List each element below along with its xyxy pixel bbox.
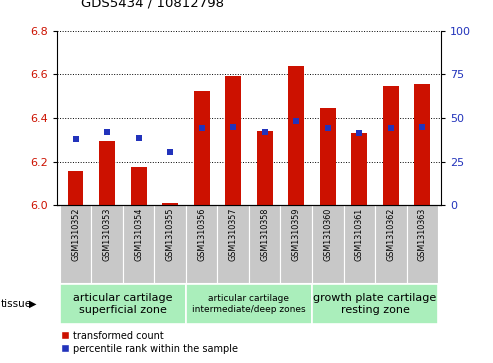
Text: ▶: ▶	[29, 299, 36, 309]
Bar	[99, 141, 115, 205]
Bar	[60, 284, 186, 324]
Text: GSM1310361: GSM1310361	[355, 207, 364, 261]
Text: GDS5434 / 10812798: GDS5434 / 10812798	[81, 0, 224, 9]
Bar	[154, 205, 186, 283]
Bar	[68, 171, 83, 205]
Point	[166, 149, 174, 155]
Point	[229, 124, 237, 130]
Bar	[320, 108, 336, 205]
Text: growth plate cartilage
resting zone: growth plate cartilage resting zone	[314, 293, 437, 315]
Text: GSM1310356: GSM1310356	[197, 207, 206, 261]
Text: GSM1310359: GSM1310359	[292, 207, 301, 261]
Text: GSM1310358: GSM1310358	[260, 207, 269, 261]
Bar	[186, 284, 312, 324]
Text: GSM1310360: GSM1310360	[323, 207, 332, 261]
Bar	[186, 205, 217, 283]
Point	[419, 124, 426, 130]
Bar	[281, 205, 312, 283]
Bar	[415, 84, 430, 205]
Point	[261, 129, 269, 135]
Bar	[344, 205, 375, 283]
Bar	[123, 205, 154, 283]
Text: GSM1310363: GSM1310363	[418, 207, 427, 261]
Bar	[352, 133, 367, 205]
Bar	[407, 205, 438, 283]
Bar	[91, 205, 123, 283]
Text: GSM1310352: GSM1310352	[71, 207, 80, 261]
Point	[103, 129, 111, 135]
Bar	[249, 205, 281, 283]
Text: articular cartilage
intermediate/deep zones: articular cartilage intermediate/deep zo…	[192, 294, 306, 314]
Point	[198, 125, 206, 131]
Bar	[60, 205, 91, 283]
Text: GSM1310357: GSM1310357	[229, 207, 238, 261]
Bar	[131, 167, 146, 205]
Bar	[257, 131, 273, 205]
Point	[292, 118, 300, 124]
Point	[71, 136, 79, 142]
Bar	[217, 205, 249, 283]
Legend: transformed count, percentile rank within the sample: transformed count, percentile rank withi…	[62, 330, 239, 355]
Text: GSM1310354: GSM1310354	[134, 207, 143, 261]
Bar	[375, 205, 407, 283]
Bar	[162, 203, 178, 205]
Bar	[312, 284, 438, 324]
Bar	[312, 205, 344, 283]
Text: tissue: tissue	[1, 299, 32, 309]
Point	[135, 135, 142, 140]
Text: GSM1310355: GSM1310355	[166, 207, 175, 261]
Point	[324, 125, 332, 131]
Text: articular cartilage
superficial zone: articular cartilage superficial zone	[73, 293, 173, 315]
Bar	[225, 76, 241, 205]
Bar	[194, 91, 210, 205]
Point	[355, 130, 363, 136]
Text: GSM1310362: GSM1310362	[387, 207, 395, 261]
Text: GSM1310353: GSM1310353	[103, 207, 111, 261]
Bar	[383, 86, 399, 205]
Bar	[288, 66, 304, 205]
Point	[387, 125, 395, 131]
